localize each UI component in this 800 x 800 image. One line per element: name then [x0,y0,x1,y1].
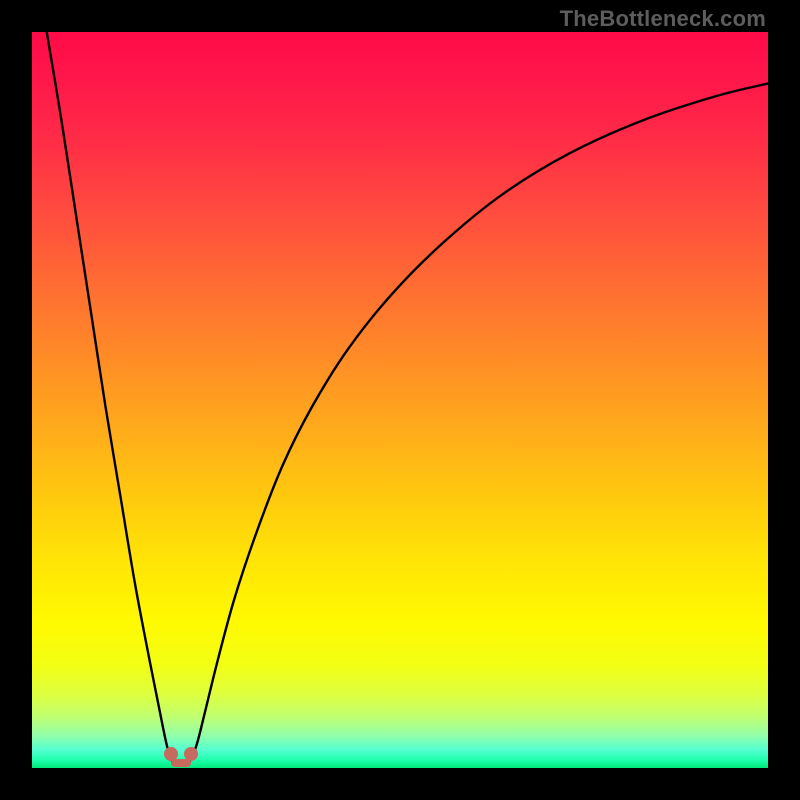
chart-stage: TheBottleneck.com [0,0,800,800]
plot-gradient-background [32,32,768,768]
watermark-text: TheBottleneck.com [560,6,766,32]
dip-marker-right [184,747,198,761]
plot-frame [32,32,768,768]
dip-marker-left [164,747,178,761]
